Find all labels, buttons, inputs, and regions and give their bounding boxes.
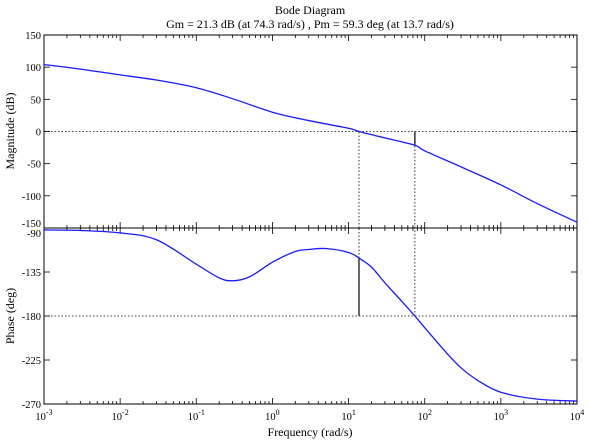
x-tick-exponent: 1 [352,408,356,417]
magnitude-y-tick-label: 100 [25,63,41,74]
x-tick-base: 10 [188,412,199,423]
phase-y-tick-label: -135 [22,268,41,279]
x-tick-base: 10 [265,412,276,423]
x-tick-base: 10 [112,412,123,423]
phase-y-tick-label: -90 [27,229,41,240]
magnitude-y-tick-label: -150 [22,219,41,230]
magnitude-y-tick-label: 50 [31,95,42,106]
x-axis-label: Frequency (rad/s) [268,425,353,439]
x-tick-label: 101 [341,408,356,423]
phase-ticks: -90 -135 -180 -225 -270 [22,227,577,411]
x-tick-label: 10-1 [188,408,205,423]
x-tick-label: 104 [570,408,585,423]
x-tick-label: 102 [417,408,432,423]
magnitude-y-tick-label: -50 [27,160,41,171]
phase-y-tick-label: -270 [22,400,41,411]
x-tick-label: 10-2 [112,408,129,423]
magnitude-y-tick-label: 150 [25,31,41,42]
x-tick-exponent: -2 [122,408,129,417]
curves [43,63,578,402]
x-tick-base: 10 [35,412,46,423]
magnitude-y-tick-label: 0 [36,128,41,139]
x-tick-exponent: 4 [580,408,584,417]
magnitude-ticks: 150 100 50 0 -50 -100 -150 [22,31,577,230]
x-tick-exponent: 0 [276,408,280,417]
x-tick-base: 10 [341,412,352,423]
x-tick-base: 10 [417,412,428,423]
x-tick-label: 100 [265,408,280,423]
x-ticks: 10-3 10-2 10-1 100 101 102 103 104 [35,35,584,423]
x-tick-exponent: 2 [428,408,432,417]
magnitude-axis-label: Magnitude (dB) [3,93,17,170]
magnitude-y-tick-label: -100 [22,192,41,203]
x-tick-base: 10 [494,412,505,423]
chart-subtitle: Gm = 21.3 dB (at 74.3 rad/s) , Pm = 59.3… [166,17,454,31]
x-tick-exponent: -3 [46,408,53,417]
x-tick-label: 10-3 [35,408,52,423]
phase-y-tick-label: -180 [22,312,41,323]
phase-axis-label: Phase (deg) [3,288,17,344]
magnitude-curve [43,63,578,223]
phase-y-tick-label: -225 [22,356,41,367]
x-tick-exponent: -1 [198,408,205,417]
phase-curve [43,229,578,402]
margin-markers [358,131,416,316]
x-tick-exponent: 3 [504,408,508,417]
x-tick-base: 10 [570,412,581,423]
chart-title: Bode Diagram [275,3,346,17]
x-tick-label: 103 [494,408,509,423]
